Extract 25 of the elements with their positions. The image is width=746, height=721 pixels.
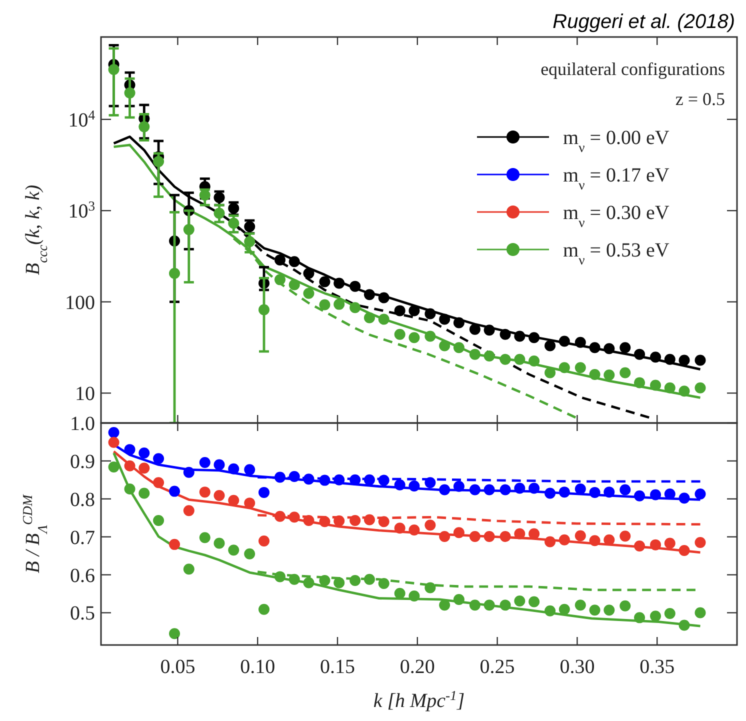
legend-label: m$_{ν}$ = 0.30 eV (563, 202, 670, 230)
y-tick-label: 0.9 (70, 450, 95, 473)
x-tick-label: 0.10 (240, 656, 276, 678)
x-axis-title: k [h Mpc$^{-1}$] (373, 688, 465, 712)
x-tick-label: 0.30 (560, 656, 595, 678)
y-tick-label: 10$^{3}$ (68, 198, 96, 223)
annotation: equilateral configurations (540, 59, 725, 79)
y-tick-label: 0.7 (70, 526, 95, 549)
y-tick-label: 0.5 (70, 602, 95, 625)
text: Ruggeri et al. (2018) (552, 11, 735, 33)
y-tick-label: 1.0 (70, 413, 95, 435)
x-tick-label: 0.25 (480, 656, 515, 678)
legend-label: m$_{ν}$ = 0.00 eV (563, 127, 670, 154)
y-tick-label: 10 (75, 383, 95, 406)
x-tick-label: 0.05 (160, 656, 196, 678)
y-tick-label: 100 (65, 292, 95, 314)
legend-label: m$_{ν}$ = 0.17 eV (563, 164, 670, 192)
y-tick-label: 10$^{4}$ (68, 106, 96, 132)
legend-label: m$_{ν}$ = 0.53 eV (563, 240, 670, 267)
y-tick-label: 0.8 (70, 488, 95, 511)
annotation: z = 0.5 (675, 89, 725, 109)
x-tick-label: 0.20 (400, 656, 435, 678)
x-tick-label: 0.35 (640, 656, 675, 678)
x-tick-label: 0.15 (320, 656, 356, 678)
y-tick-label: 0.6 (70, 564, 95, 587)
